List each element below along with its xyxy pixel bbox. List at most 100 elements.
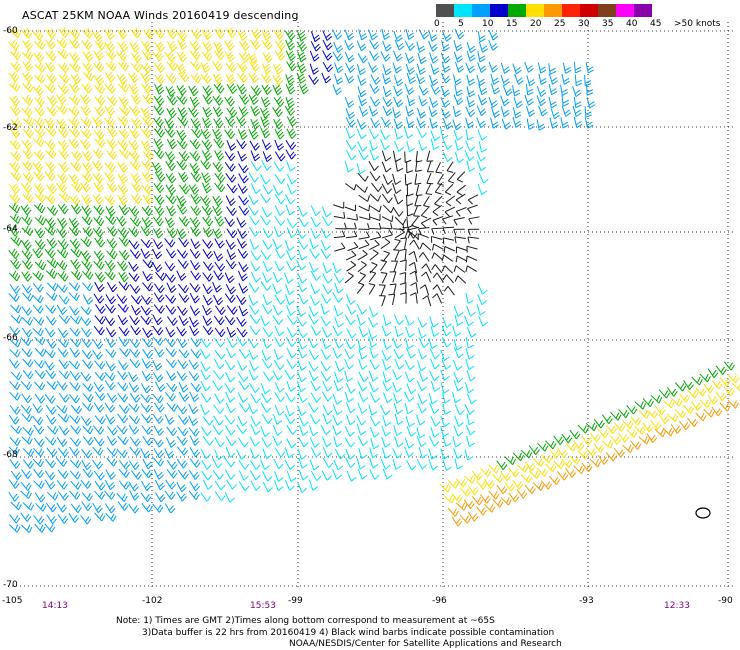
- wind-barb: [464, 315, 474, 327]
- wind-barb: [10, 501, 22, 511]
- wind-barb: [393, 223, 405, 231]
- wind-barb: [21, 393, 33, 404]
- wind-barb: [358, 149, 369, 161]
- wind-barb: [80, 514, 92, 525]
- wind-barb: [250, 150, 261, 162]
- wind-barb: [309, 248, 320, 259]
- wind-barb: [152, 314, 163, 326]
- wind-barb: [117, 183, 129, 195]
- wind-barb: [82, 425, 94, 435]
- wind-barb: [642, 422, 654, 433]
- wind-barb: [22, 71, 33, 83]
- wind-barb: [224, 95, 235, 107]
- wind-barb: [152, 248, 163, 260]
- wind-barb: [164, 51, 176, 62]
- wind-barb: [356, 314, 366, 326]
- wind-barb: [117, 501, 129, 511]
- wind-barb: [274, 337, 285, 348]
- wind-barb: [9, 192, 21, 204]
- wind-barb: [80, 416, 92, 426]
- wind-barb: [442, 274, 454, 284]
- wind-barb: [273, 96, 285, 108]
- wind-barb: [56, 437, 68, 447]
- wind-barb: [224, 315, 236, 326]
- wind-barb: [585, 62, 594, 74]
- wind-barb: [226, 479, 237, 490]
- wind-barb: [80, 128, 92, 139]
- wind-barb: [537, 442, 549, 452]
- wind-barb: [178, 415, 189, 425]
- wind-barb: [201, 470, 213, 481]
- wind-barb: [58, 27, 70, 38]
- wind-barb: [202, 85, 213, 96]
- wind-barb: [214, 261, 226, 272]
- wind-barb: [675, 382, 687, 392]
- wind-barb: [379, 295, 386, 307]
- wind-barb: [69, 305, 80, 316]
- wind-barb: [104, 105, 116, 116]
- wind-barb: [584, 117, 594, 129]
- wind-barbs-layer: [8, 27, 740, 533]
- wind-barb: [447, 172, 456, 184]
- wind-barb: [250, 393, 261, 404]
- wind-barb: [512, 479, 524, 490]
- wind-barb: [321, 338, 332, 350]
- wind-barb: [118, 96, 129, 107]
- wind-barb: [153, 138, 164, 149]
- wind-barb: [545, 463, 557, 473]
- wind-barb: [81, 205, 92, 216]
- wind-barb: [80, 250, 91, 261]
- wind-barb: [393, 348, 404, 360]
- wind-barb: [601, 440, 614, 449]
- wind-barb: [104, 402, 116, 413]
- wind-barb: [128, 72, 139, 84]
- wind-barb: [141, 468, 153, 479]
- wind-barb: [70, 203, 82, 215]
- wind-barb: [430, 235, 443, 243]
- wind-barb: [442, 30, 452, 42]
- wind-barb: [467, 194, 479, 205]
- wind-barb: [536, 95, 547, 107]
- wind-barb: [415, 184, 423, 197]
- wind-barb: [69, 446, 80, 457]
- wind-barb: [118, 336, 130, 347]
- wind-barb: [200, 195, 211, 206]
- wind-barb: [10, 170, 22, 182]
- wind-barb: [524, 94, 534, 106]
- wind-barb: [45, 38, 56, 50]
- wind-barb: [428, 40, 438, 52]
- wind-barb: [262, 184, 273, 195]
- wind-barb: [21, 249, 33, 260]
- wind-barb: [440, 425, 449, 438]
- wind-barb: [153, 448, 164, 459]
- wind-barb: [190, 238, 201, 250]
- wind-barb: [225, 172, 237, 183]
- wind-barb: [224, 216, 235, 227]
- wind-barb: [131, 61, 143, 73]
- wind-barb: [344, 370, 354, 382]
- wind-barb: [8, 414, 20, 425]
- wind-barb: [34, 126, 46, 138]
- wind-barb: [589, 432, 601, 443]
- wind-barb: [9, 27, 22, 39]
- wind-barb: [46, 381, 58, 390]
- wind-barb: [381, 350, 392, 361]
- wind-barb: [56, 93, 67, 105]
- wind-barb: [392, 173, 402, 185]
- wind-barb: [165, 193, 177, 205]
- wind-barb: [69, 490, 81, 500]
- wind-barb: [166, 370, 177, 381]
- wind-barb: [249, 325, 261, 336]
- wind-barb: [191, 127, 203, 139]
- wind-barb: [80, 306, 92, 316]
- wind-barb: [58, 370, 70, 380]
- wind-barb: [442, 317, 452, 329]
- wind-barb: [381, 325, 392, 337]
- wind-barb: [356, 163, 366, 175]
- wind-barb: [82, 359, 94, 369]
- wind-barb: [382, 64, 392, 76]
- wind-barb: [368, 370, 379, 382]
- wind-barb: [236, 336, 248, 347]
- wind-barb: [21, 524, 33, 533]
- wind-barb: [356, 282, 365, 294]
